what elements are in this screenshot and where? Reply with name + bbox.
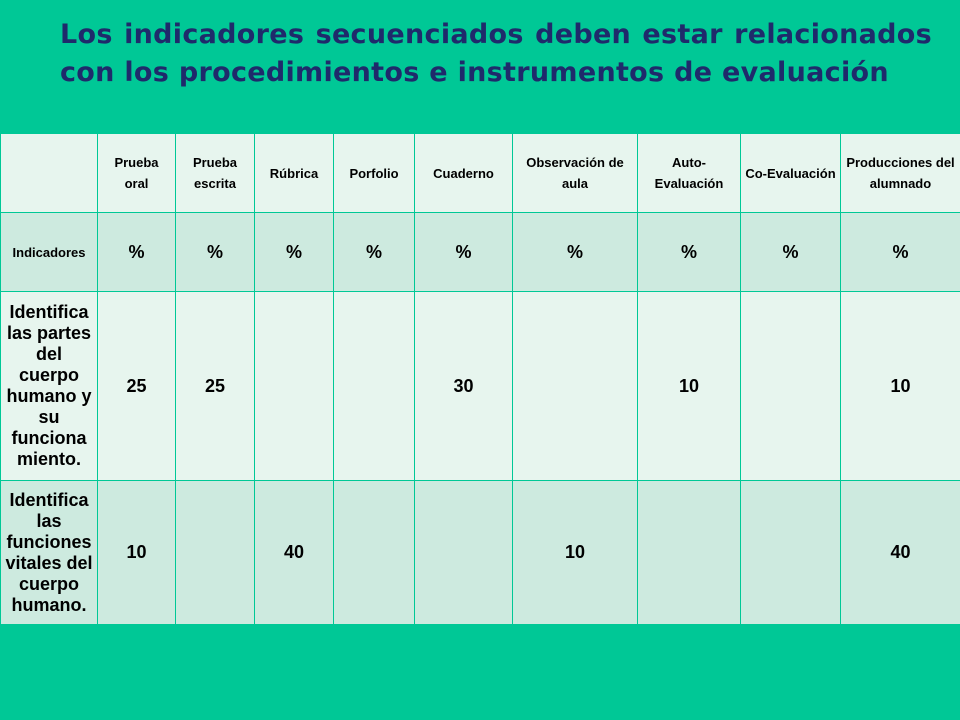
- empty-cell: [254, 291, 334, 481]
- table-row: Indicadores%%%%%%%%%: [0, 212, 960, 292]
- header-cell: Auto-Evaluación: [637, 133, 741, 213]
- header-cell: Rúbrica: [254, 133, 334, 213]
- value-cell: 10: [637, 291, 741, 481]
- value-cell: %: [333, 212, 415, 292]
- row-label: Indicadores: [0, 212, 98, 292]
- empty-cell: [740, 291, 841, 481]
- slide-title: Los indicadores secuenciados deben estar…: [60, 19, 932, 88]
- value-cell: %: [840, 212, 960, 292]
- value-cell: %: [175, 212, 255, 292]
- evaluation-table: Prueba oral Prueba escrita Rúbrica Porfolio…: [0, 133, 960, 625]
- value-cell: 10: [512, 480, 638, 625]
- empty-cell: [637, 480, 741, 625]
- value-cell: 10: [840, 291, 960, 481]
- header-cell: Porfolio: [333, 133, 415, 213]
- empty-cell: [512, 291, 638, 481]
- header-row: Prueba oral Prueba escrita Rúbrica Porfolio…: [0, 133, 960, 213]
- header-cell: Producciones del alumnado: [840, 133, 960, 213]
- table-body: Prueba oral Prueba escrita Rúbrica Porfolio…: [0, 133, 960, 625]
- empty-cell: [740, 480, 841, 625]
- empty-cell: [333, 480, 415, 625]
- value-cell: %: [414, 212, 513, 292]
- value-cell: %: [97, 212, 176, 292]
- header-cell: Co-Evaluación: [740, 133, 841, 213]
- value-cell: 40: [254, 480, 334, 625]
- empty-cell: [333, 291, 415, 481]
- header-cell: Prueba oral: [97, 133, 176, 213]
- row-label: Identifica las partes del cuerpo humano …: [0, 291, 98, 481]
- value-cell: %: [637, 212, 741, 292]
- table-row: Identifica las partes del cuerpo humano …: [0, 291, 960, 481]
- corner-cell: [0, 133, 98, 213]
- value-cell: 30: [414, 291, 513, 481]
- empty-cell: [175, 480, 255, 625]
- empty-cell: [414, 480, 513, 625]
- value-cell: 25: [97, 291, 176, 481]
- value-cell: 40: [840, 480, 960, 625]
- table-row: Identifica las funciones vitales del cue…: [0, 480, 960, 625]
- value-cell: %: [254, 212, 334, 292]
- value-cell: %: [512, 212, 638, 292]
- header-cell: Prueba escrita: [175, 133, 255, 213]
- row-label: Identifica las funciones vitales del cue…: [0, 480, 98, 625]
- header-cell: Cuaderno: [414, 133, 513, 213]
- header-cell: Observación de aula: [512, 133, 638, 213]
- value-cell: %: [740, 212, 841, 292]
- value-cell: 10: [97, 480, 176, 625]
- value-cell: 25: [175, 291, 255, 481]
